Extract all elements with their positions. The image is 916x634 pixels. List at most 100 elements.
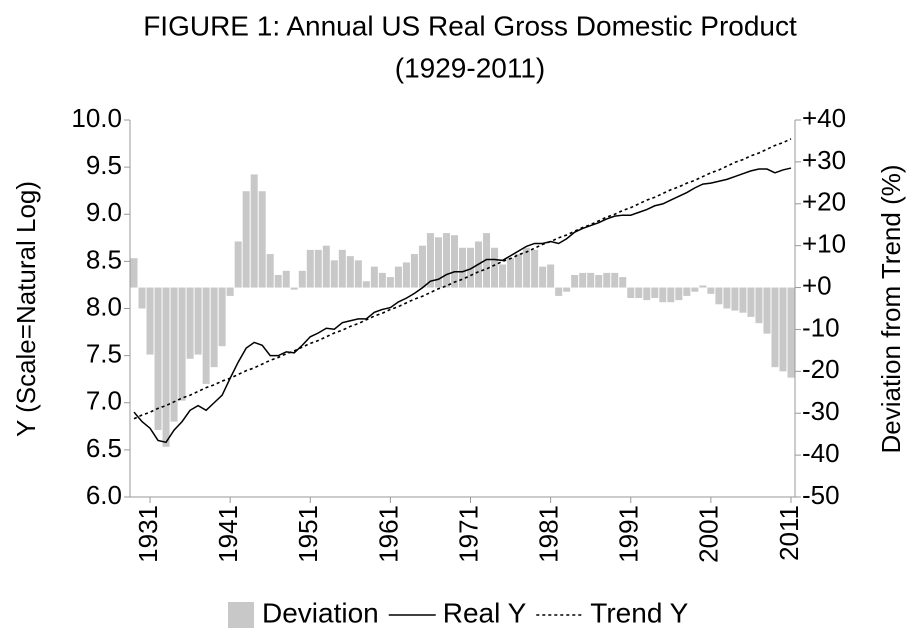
x-tick-label: 1991	[614, 505, 644, 563]
bar	[595, 274, 603, 288]
bar	[274, 274, 282, 288]
bar	[218, 287, 226, 347]
bar	[531, 249, 539, 288]
bar	[603, 272, 611, 288]
bar	[539, 266, 547, 288]
bar	[282, 270, 290, 288]
bar	[611, 272, 619, 288]
bar	[563, 287, 571, 292]
bar	[386, 277, 394, 288]
bar	[771, 287, 779, 368]
y2-tick-label: -30	[802, 396, 840, 426]
bar	[338, 249, 346, 288]
x-tick-label: 1961	[373, 505, 403, 563]
bar	[587, 272, 595, 288]
bar	[627, 287, 635, 299]
bar	[234, 241, 242, 288]
bar	[178, 287, 186, 401]
bar	[619, 277, 627, 288]
bar	[402, 262, 410, 288]
bar	[314, 249, 322, 288]
y-tick-label: 7.0	[86, 386, 122, 416]
bar	[787, 287, 795, 378]
bar	[779, 287, 787, 372]
x-tick-label: 2011	[774, 505, 804, 561]
bar	[763, 287, 771, 334]
bar	[715, 287, 723, 305]
bar	[467, 247, 475, 288]
x-tick-label: 2001	[694, 505, 724, 563]
bar	[266, 254, 274, 288]
bar	[138, 287, 146, 309]
line	[133, 138, 792, 420]
bar	[162, 287, 170, 447]
bar	[194, 287, 202, 355]
chart-title: (1929-2011)	[395, 52, 545, 83]
bar	[306, 249, 314, 288]
bar	[755, 287, 763, 324]
y-tick-label: 10.0	[71, 103, 122, 133]
y-tick-label: 6.5	[86, 433, 122, 463]
bar	[555, 287, 563, 296]
bars	[130, 174, 795, 447]
legend: Deviation Real Y Trend Y	[228, 597, 689, 628]
bar	[651, 287, 659, 299]
y2-tick-label: +20	[802, 187, 846, 217]
bar	[186, 287, 194, 359]
x-tick-label: 1941	[213, 505, 243, 563]
bar	[410, 254, 418, 288]
bar	[523, 247, 531, 288]
bar	[507, 258, 515, 288]
bar	[394, 266, 402, 288]
bar	[739, 287, 747, 313]
bar	[442, 233, 450, 288]
bar	[258, 191, 266, 288]
bar	[210, 287, 218, 368]
y-tick-label: 7.5	[86, 339, 122, 369]
y-tick-label: 9.0	[86, 197, 122, 227]
y2-tick-label: -20	[802, 354, 840, 384]
bar	[571, 274, 579, 288]
bar	[354, 260, 362, 288]
bar	[667, 287, 675, 303]
y2-tick-label: -40	[802, 438, 840, 468]
y2-tick-label: -50	[802, 480, 840, 510]
axes: 6.0 6.5 7.0 7.5 8.0 8.5 9.0 9.5 10.0 +40 +30 +20 +10…	[71, 103, 846, 563]
bar	[643, 287, 651, 301]
bar	[547, 264, 555, 288]
y2-axis-title: Deviation from Trend (%)	[876, 165, 906, 454]
bar	[298, 270, 306, 288]
bar	[330, 260, 338, 288]
bar	[154, 287, 162, 430]
bar	[635, 287, 643, 299]
bar	[146, 287, 154, 355]
legend-label: Real Y	[443, 597, 527, 628]
bar	[170, 287, 178, 422]
y-tick-label: 6.0	[86, 480, 122, 510]
bar	[290, 287, 298, 290]
bar	[450, 235, 458, 288]
legend-swatch	[228, 602, 254, 628]
y2-tick-label: -10	[802, 312, 840, 342]
bar	[731, 287, 739, 311]
y2-tick-label: +30	[802, 145, 846, 175]
bar	[699, 285, 707, 288]
y-tick-label: 8.0	[86, 291, 122, 321]
x-tick-label: 1931	[133, 505, 163, 563]
bar	[226, 287, 234, 296]
y-tick-label: 8.5	[86, 244, 122, 274]
bar	[499, 264, 507, 288]
bar	[691, 287, 699, 292]
bar	[242, 191, 250, 288]
line	[133, 167, 792, 444]
chart-title: FIGURE 1: Annual US Real Gross Domestic …	[143, 10, 797, 41]
x-tick-label: 1951	[293, 505, 323, 563]
lines	[133, 138, 792, 444]
bar	[683, 287, 691, 296]
bar	[370, 266, 378, 288]
bar	[458, 247, 467, 288]
bar	[130, 258, 138, 288]
y2-tick-label: +40	[802, 103, 846, 133]
